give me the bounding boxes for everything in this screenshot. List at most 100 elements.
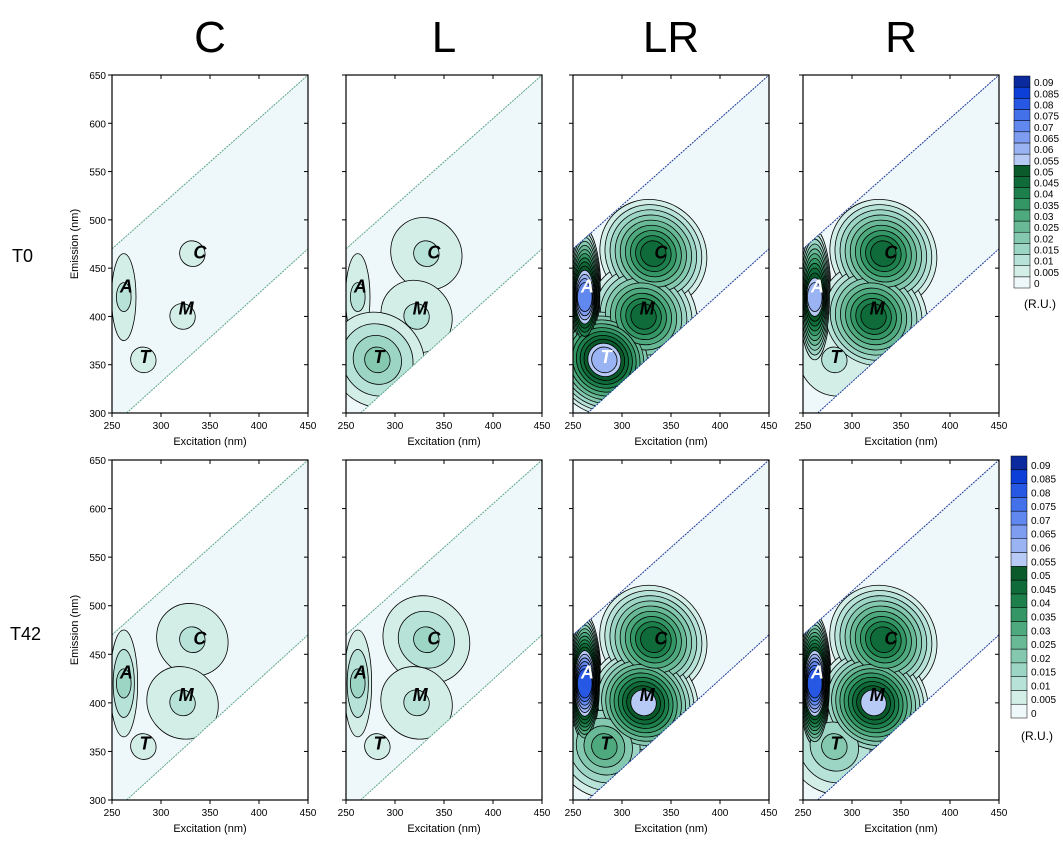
contour-C-0.005 — [179, 240, 206, 267]
region-label-C: C — [884, 242, 898, 262]
x-tick-label: 250 — [104, 421, 121, 432]
colorbar-swatch — [1010, 662, 1028, 677]
row-label-T0: T0 — [12, 246, 33, 266]
x-tick-label: 400 — [251, 421, 268, 432]
x-tick-label: 350 — [663, 421, 680, 432]
region-label-C: C — [884, 629, 898, 649]
band-edge-lower — [360, 634, 543, 801]
colorbar-swatch — [1010, 635, 1028, 650]
x-axis-title: Excitation (nm) — [634, 436, 707, 448]
colorbar-label: 0.05 — [1031, 571, 1051, 582]
contour-M-0.01 — [403, 689, 430, 717]
y-tick-label: 350 — [89, 361, 106, 372]
x-tick-label: 350 — [893, 808, 910, 819]
colorbar-label: 0.02 — [1031, 654, 1051, 665]
region-label-T: T — [830, 733, 843, 753]
background-fill — [112, 75, 308, 413]
region-label-A: A — [353, 663, 367, 683]
colorbar-label: 0.075 — [1031, 502, 1056, 513]
colorbar-label: 0.07 — [1034, 123, 1054, 134]
panel-T42-L: A C M T 250 300 350 400 450 Excitation (nm) — [338, 459, 551, 835]
x-tick-label: 450 — [300, 421, 317, 432]
region-label-A: A — [810, 663, 824, 683]
x-tick-label: 450 — [991, 808, 1008, 819]
colorbar-label: 0.03 — [1031, 626, 1051, 637]
colorbar-label: 0.015 — [1034, 246, 1059, 257]
contour-T-0.005 — [130, 346, 157, 374]
colorbar-label: 0.065 — [1034, 134, 1059, 145]
region-label-M: M — [413, 685, 429, 705]
x-tick-label: 400 — [942, 808, 959, 819]
x-tick-label: 300 — [153, 808, 170, 819]
x-tick-label: 300 — [844, 421, 861, 432]
contour-A-0.08 — [577, 668, 593, 699]
x-tick-label: 300 — [387, 808, 404, 819]
y-tick-label: 400 — [89, 312, 106, 323]
contour-M-0.01 — [169, 689, 196, 717]
contour-group — [573, 460, 769, 800]
colorbar-label: 0.02 — [1034, 234, 1054, 245]
contour-M-0.01 — [403, 303, 430, 330]
region-label-C: C — [193, 242, 207, 262]
colorbar-swatch — [1013, 120, 1031, 133]
contour-A-0.01 — [116, 282, 132, 312]
band-edge-upper — [802, 459, 1000, 636]
band-edge-upper — [345, 74, 543, 250]
contour-T-0.06 — [591, 346, 618, 374]
contour-C-0.015 — [413, 626, 440, 653]
x-tick-label: 400 — [251, 808, 268, 819]
x-tick-label: 450 — [534, 808, 551, 819]
x-tick-label: 300 — [844, 808, 861, 819]
colorbar-label: 0.08 — [1031, 488, 1051, 499]
contour-T-0.02 — [821, 733, 848, 760]
colorbar-swatch — [1013, 231, 1031, 244]
colorbar-swatch — [1010, 524, 1028, 539]
panel-T0-LR: A C M T 250 300 350 400 450 Excitation (nm) — [565, 74, 778, 448]
column-title-L: L — [432, 13, 456, 62]
region-label-A: A — [353, 276, 367, 296]
y-tick-label: 600 — [89, 119, 106, 130]
contour-M-0.055 — [630, 689, 657, 717]
band-edge-lower — [360, 248, 543, 414]
x-tick-label: 300 — [153, 421, 170, 432]
colorbar-swatch — [1013, 276, 1031, 289]
colorbar-label: 0.045 — [1031, 585, 1056, 596]
x-tick-label: 400 — [942, 421, 959, 432]
colorbar-label: 0.025 — [1031, 640, 1056, 651]
colorbar-swatch — [1010, 621, 1028, 636]
contour-group — [112, 75, 308, 413]
region-label-M: M — [179, 298, 195, 318]
colorbar-2: 0 0.005 0.01 0.015 0.02 0.025 0.03 0.035 0.04 0.0… — [1010, 455, 1056, 743]
colorbar-swatch — [1010, 579, 1028, 595]
colorbar-swatch — [1013, 265, 1031, 278]
x-axis-title: Excitation (nm) — [634, 823, 707, 835]
band-edge-lower — [587, 248, 770, 414]
contour-C-0.01 — [413, 240, 440, 267]
region-label-C: C — [427, 629, 441, 649]
band-edge-lower — [817, 248, 1000, 414]
region-label-T: T — [139, 347, 152, 367]
x-tick-label: 250 — [338, 808, 355, 819]
colorbar-label: 0.08 — [1034, 100, 1054, 111]
x-axis-title: Excitation (nm) — [407, 823, 480, 835]
colorbar-swatch — [1010, 469, 1028, 484]
colorbar-label: 0.01 — [1034, 257, 1054, 268]
x-tick-label: 450 — [761, 808, 778, 819]
colorbar-unit: (R.U.) — [1021, 729, 1053, 743]
region-label-T: T — [373, 347, 386, 367]
region-label-T: T — [600, 347, 613, 367]
y-tick-label: 500 — [89, 602, 106, 613]
contour-group — [803, 460, 999, 800]
region-label-C: C — [654, 242, 668, 262]
colorbar-swatch — [1013, 75, 1031, 88]
region-label-A: A — [810, 276, 824, 296]
colorbar-label: 0.075 — [1034, 112, 1059, 123]
contour-T-0.03 — [591, 733, 618, 760]
colorbar-swatch — [1010, 538, 1028, 553]
panel-T0-R: A C M T 250 300 350 400 450 Excitation (nm) — [795, 74, 1008, 448]
region-label-C: C — [193, 629, 207, 649]
contour-C-0.01 — [179, 626, 206, 653]
colorbar-swatch — [1010, 593, 1028, 608]
colorbar-swatch — [1010, 510, 1028, 526]
